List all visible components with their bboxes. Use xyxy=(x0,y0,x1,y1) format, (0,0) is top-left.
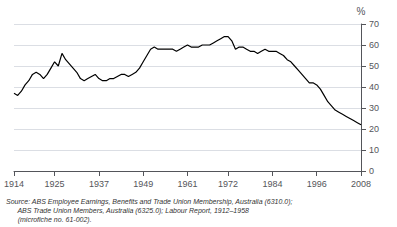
svg-text:1914: 1914 xyxy=(4,179,24,189)
svg-text:20: 20 xyxy=(369,124,379,134)
svg-text:1961: 1961 xyxy=(177,179,197,189)
svg-text:30: 30 xyxy=(369,103,379,113)
svg-text:ABS Trade Union Members, Austr: ABS Trade Union Members, Australia (6325… xyxy=(6,207,249,215)
svg-text:2008: 2008 xyxy=(351,179,371,189)
svg-text:40: 40 xyxy=(369,82,379,92)
svg-text:60: 60 xyxy=(369,40,379,50)
svg-text:1937: 1937 xyxy=(89,179,109,189)
svg-text:%: % xyxy=(357,6,366,17)
svg-text:50: 50 xyxy=(369,61,379,71)
svg-text:1949: 1949 xyxy=(133,179,153,189)
svg-text:1972: 1972 xyxy=(218,179,238,189)
svg-text:(microfiche no. 61-002).: (microfiche no. 61-002). xyxy=(6,216,92,224)
svg-text:1925: 1925 xyxy=(45,179,65,189)
svg-text:10: 10 xyxy=(369,145,379,155)
svg-text:70: 70 xyxy=(369,19,379,29)
svg-text:0: 0 xyxy=(369,166,374,176)
svg-text:1984: 1984 xyxy=(262,179,282,189)
svg-text:1996: 1996 xyxy=(307,179,327,189)
svg-text:Source: ABS Employee Earnings,: Source: ABS Employee Earnings, Benefits … xyxy=(6,198,293,206)
